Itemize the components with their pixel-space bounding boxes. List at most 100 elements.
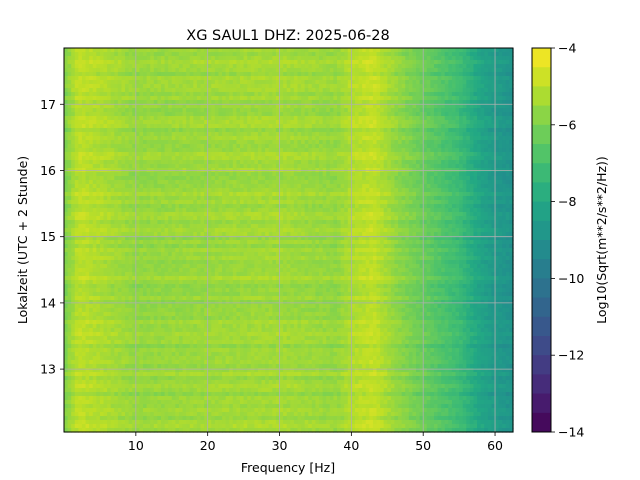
heatmap-cell — [222, 144, 227, 149]
heatmap-cell — [437, 196, 442, 201]
heatmap-cell — [200, 156, 205, 161]
heatmap-cell — [275, 112, 281, 117]
heatmap-cell — [164, 204, 169, 209]
heatmap-cell — [128, 140, 133, 145]
heatmap-cell — [204, 96, 209, 101]
heatmap-cell — [114, 164, 119, 169]
heatmap-cell — [265, 96, 270, 101]
heatmap-cell — [250, 88, 255, 93]
heatmap-cell — [505, 108, 511, 113]
heatmap-cell — [509, 176, 514, 181]
heatmap-cell — [243, 164, 248, 169]
heatmap-cell — [362, 188, 367, 193]
heatmap-cell — [394, 156, 399, 161]
heatmap-cell — [225, 100, 230, 105]
heatmap-cell — [448, 100, 453, 105]
heatmap-cell — [340, 72, 345, 77]
heatmap-cell — [207, 156, 212, 161]
heatmap-cell — [315, 80, 320, 85]
heatmap-cell — [164, 164, 169, 169]
heatmap-cell — [265, 72, 270, 77]
heatmap-cell — [297, 76, 302, 81]
heatmap-cell — [448, 48, 453, 53]
heatmap-cell — [268, 176, 273, 181]
heatmap-cell — [469, 140, 475, 145]
heatmap-cell — [218, 156, 223, 161]
heatmap-cell — [247, 48, 252, 53]
heatmap-cell — [250, 60, 255, 65]
heatmap-cell — [322, 60, 327, 65]
heatmap-cell — [283, 64, 288, 69]
heatmap-cell — [232, 136, 238, 141]
heatmap-cell — [290, 184, 295, 189]
heatmap-cell — [466, 192, 471, 197]
heatmap-cell — [114, 204, 119, 209]
heatmap-cell — [495, 48, 500, 53]
heatmap-cell — [319, 156, 324, 161]
heatmap-cell — [412, 52, 417, 57]
heatmap-cell — [157, 184, 162, 189]
heatmap-cell — [347, 108, 352, 113]
heatmap-cell — [268, 160, 273, 165]
heatmap-cell — [125, 184, 130, 189]
heatmap-cell — [178, 180, 184, 185]
heatmap-cell — [279, 148, 284, 153]
heatmap-cell — [247, 124, 252, 129]
heatmap-cell — [426, 100, 431, 105]
heatmap-cell — [232, 80, 238, 85]
heatmap-cell — [247, 192, 252, 197]
heatmap-cell — [372, 124, 378, 129]
heatmap-cell — [150, 88, 155, 93]
heatmap-cell — [462, 124, 467, 129]
heatmap-cell — [498, 176, 503, 181]
heatmap-cell — [67, 196, 72, 201]
heatmap-cell — [268, 80, 273, 85]
heatmap-cell — [340, 116, 345, 121]
heatmap-cell — [491, 100, 496, 105]
heatmap-cell — [297, 112, 302, 117]
heatmap-cell — [322, 68, 327, 73]
heatmap-cell — [437, 204, 442, 209]
heatmap-cell — [279, 172, 284, 177]
heatmap-cell — [67, 84, 72, 89]
heatmap-cell — [160, 68, 166, 73]
heatmap-cell — [250, 48, 255, 53]
heatmap-cell — [462, 184, 467, 189]
heatmap-cell — [254, 84, 259, 89]
heatmap-cell — [240, 52, 245, 57]
heatmap-cell — [85, 80, 90, 85]
heatmap-cell — [390, 108, 396, 113]
heatmap-cell — [304, 204, 309, 209]
heatmap-cell — [214, 140, 220, 145]
heatmap-cell — [157, 120, 162, 125]
heatmap-cell — [301, 148, 306, 153]
heatmap-cell — [372, 88, 378, 93]
heatmap-cell — [99, 48, 105, 53]
heatmap-cell — [92, 200, 97, 205]
heatmap-cell — [444, 60, 449, 65]
heatmap-cell — [505, 104, 511, 109]
heatmap-cell — [139, 88, 144, 93]
heatmap-cell — [99, 172, 105, 177]
heatmap-cell — [196, 204, 202, 209]
heatmap-cell — [315, 148, 320, 153]
heatmap-cell — [301, 68, 306, 73]
heatmap-cell — [175, 64, 180, 69]
heatmap-cell — [416, 176, 421, 181]
heatmap-cell — [279, 52, 284, 57]
heatmap-cell — [344, 140, 349, 145]
heatmap-cell — [441, 176, 446, 181]
heatmap-cell — [164, 56, 169, 61]
heatmap-cell — [265, 64, 270, 69]
heatmap-cell — [275, 164, 281, 169]
heatmap-cell — [286, 68, 291, 73]
heatmap-cell — [293, 100, 299, 105]
heatmap-cell — [336, 104, 342, 109]
heatmap-cell — [214, 204, 220, 209]
heatmap-cell — [110, 120, 115, 125]
heatmap-cell — [326, 128, 331, 133]
heatmap-cell — [211, 120, 216, 125]
heatmap-cell — [96, 60, 101, 65]
heatmap-cell — [214, 120, 220, 125]
heatmap-cell — [261, 176, 266, 181]
